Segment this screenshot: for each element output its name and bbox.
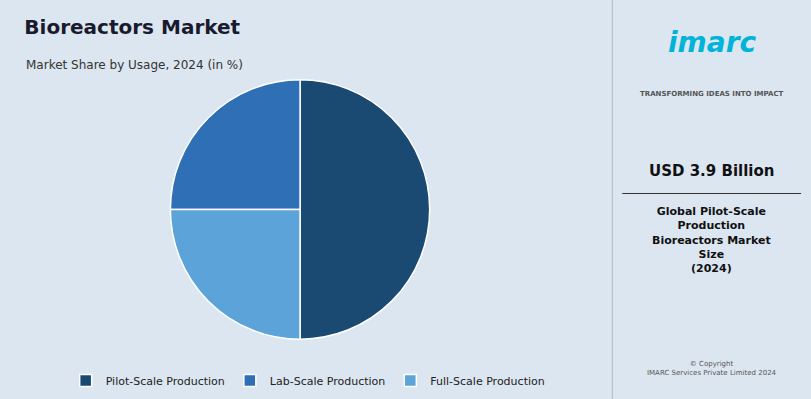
svg-text:Pilot-Scale Production: Pilot-Scale Production <box>106 375 225 388</box>
svg-text:Bioreactors Market: Bioreactors Market <box>24 15 240 39</box>
svg-text:imarc: imarc <box>668 26 756 59</box>
svg-text:© CopyrightIMARC Services Priv: © CopyrightIMARC Services Private Limite… <box>647 360 777 377</box>
svg-text:Lab-Scale Production: Lab-Scale Production <box>270 375 385 388</box>
svg-text:Global Pilot-ScaleProductionBi: Global Pilot-ScaleProductionBioreactors … <box>652 205 771 275</box>
svg-text:Full-Scale Production: Full-Scale Production <box>430 375 544 388</box>
svg-text:USD 3.9 Billion: USD 3.9 Billion <box>649 162 774 180</box>
svg-text:TRANSFORMING IDEAS INTO IMPACT: TRANSFORMING IDEAS INTO IMPACT <box>640 90 784 98</box>
svg-text:Market Share by Usage, 2024 (i: Market Share by Usage, 2024 (in %) <box>26 58 243 72</box>
